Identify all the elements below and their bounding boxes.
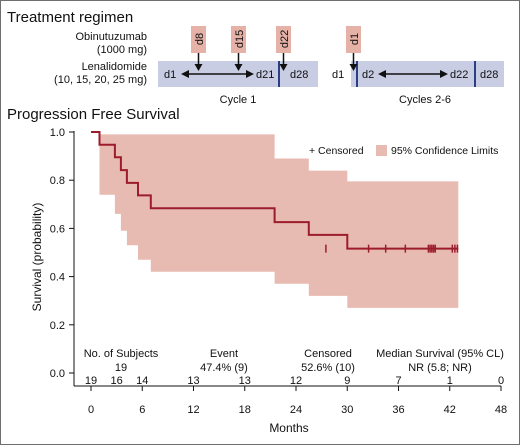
x-ticks: 0 6 12 18 24 30 36 42 48 xyxy=(88,386,507,416)
cycles2-6-drug-d1: d1 xyxy=(346,26,361,71)
summary-header-median: Median Survival (95% CL) xyxy=(376,348,504,360)
cycles2-6-arrow-left-head xyxy=(378,70,386,78)
cycle1-d22-arrow xyxy=(279,64,288,71)
at-risk-count: 19 xyxy=(85,375,97,387)
legend-ci-swatch xyxy=(376,145,387,156)
cycle1-drug-d15: d15 xyxy=(231,26,246,71)
legend: + Censored 95% Confidence Limits xyxy=(309,145,498,157)
treatment-regimen: Treatment regimen Obinutuzumab (1000 mg)… xyxy=(7,9,504,106)
cycles2-6-outside-d1: d1 xyxy=(332,69,344,81)
cycles2-6-bar-d28: d28 xyxy=(480,69,498,81)
lenalidomide-label-line1: Lenalidomide xyxy=(82,61,147,73)
cycles2-6-bar-d2: d2 xyxy=(362,69,374,81)
x-tick-label: 48 xyxy=(495,404,507,416)
x-tick-label: 12 xyxy=(187,404,199,416)
y-tick-label: 0.2 xyxy=(50,320,65,332)
at-risk-count: 0 xyxy=(498,375,504,387)
y-axis-label: Survival (probability) xyxy=(30,203,44,312)
cycles2-6-label: Cycles 2-6 xyxy=(399,94,451,106)
cycle1-bar-d1: d1 xyxy=(164,69,176,81)
y-tick-label: 0.0 xyxy=(50,368,65,380)
at-risk-count: 7 xyxy=(395,375,401,387)
regimen-title: Treatment regimen xyxy=(7,9,133,26)
at-risk-count: 14 xyxy=(136,375,148,387)
cycle1-arrow-right-head xyxy=(246,70,254,78)
cycle1-drug-d15-label: d15 xyxy=(234,30,246,48)
summary-value-censored: 52.6% (10) xyxy=(301,362,355,374)
cycle1-bar-d21: d21 xyxy=(256,69,274,81)
cycle1-drug-d22: d22 xyxy=(276,26,291,71)
at-risk-count: 13 xyxy=(187,375,199,387)
summary-table: No. of Subjects Event Censored Median Su… xyxy=(84,348,504,374)
x-tick-label: 24 xyxy=(290,404,302,416)
obinutuzumab-label-line2: (1000 mg) xyxy=(97,44,147,56)
summary-value-median: NR (5.8; NR) xyxy=(408,362,472,374)
obinutuzumab-label-line1: Obinutuzumab xyxy=(75,31,147,43)
cycles2-6-bar-d22: d22 xyxy=(450,69,468,81)
cycle1-drug-d22-label: d22 xyxy=(279,30,291,48)
summary-value-event: 47.4% (9) xyxy=(200,362,248,374)
at-risk-count: 16 xyxy=(111,375,123,387)
y-tick-label: 1.0 xyxy=(50,127,65,139)
summary-value-subjects: 19 xyxy=(115,362,127,374)
cycle1-arrow-left-head xyxy=(181,70,189,78)
legend-censored: + Censored xyxy=(309,145,364,157)
y-ticks: 1.0 0.8 0.6 0.4 0.2 0.0 xyxy=(50,127,74,380)
y-tick-label: 0.8 xyxy=(50,175,65,187)
lenalidomide-label-line2: (10, 15, 20, 25 mg) xyxy=(54,74,147,86)
legend-ci: 95% Confidence Limits xyxy=(391,145,498,157)
cycles2-6-d1-arrow xyxy=(349,64,358,71)
cycle1-drug-d8: d8 xyxy=(191,26,206,71)
summary-header-event: Event xyxy=(210,348,238,360)
cycle1-bar-d28: d28 xyxy=(290,69,308,81)
km-plot xyxy=(91,131,459,308)
x-tick-label: 0 xyxy=(88,404,94,416)
cycle1-label: Cycle 1 xyxy=(220,94,257,106)
at-risk-count: 1 xyxy=(447,375,453,387)
y-tick-label: 0.4 xyxy=(50,272,65,284)
y-tick-label: 0.6 xyxy=(50,223,65,235)
cycles2-6-drug-d1-label: d1 xyxy=(349,33,361,45)
x-axis-label: Months xyxy=(269,421,308,435)
cycle1-d15-arrow xyxy=(234,64,243,71)
summary-header-subjects: No. of Subjects xyxy=(84,348,159,360)
chart-title: Progression Free Survival xyxy=(7,106,180,123)
x-tick-label: 42 xyxy=(444,404,456,416)
x-tick-label: 36 xyxy=(392,404,404,416)
at-risk-row: 19 16 14 13 13 12 9 7 1 0 xyxy=(85,375,504,387)
cycle1-d8-arrow xyxy=(194,64,203,71)
x-tick-label: 6 xyxy=(139,404,145,416)
censor-marks xyxy=(325,244,459,253)
x-tick-label: 18 xyxy=(239,404,251,416)
at-risk-count: 13 xyxy=(239,375,251,387)
cycles2-6-arrow-right-head xyxy=(440,70,448,78)
summary-header-censored: Censored xyxy=(304,348,352,360)
cycle1-drug-d8-label: d8 xyxy=(194,33,206,45)
km-survival-line xyxy=(91,131,459,250)
at-risk-count: 12 xyxy=(290,375,302,387)
x-tick-label: 30 xyxy=(341,404,353,416)
at-risk-count: 9 xyxy=(344,375,350,387)
